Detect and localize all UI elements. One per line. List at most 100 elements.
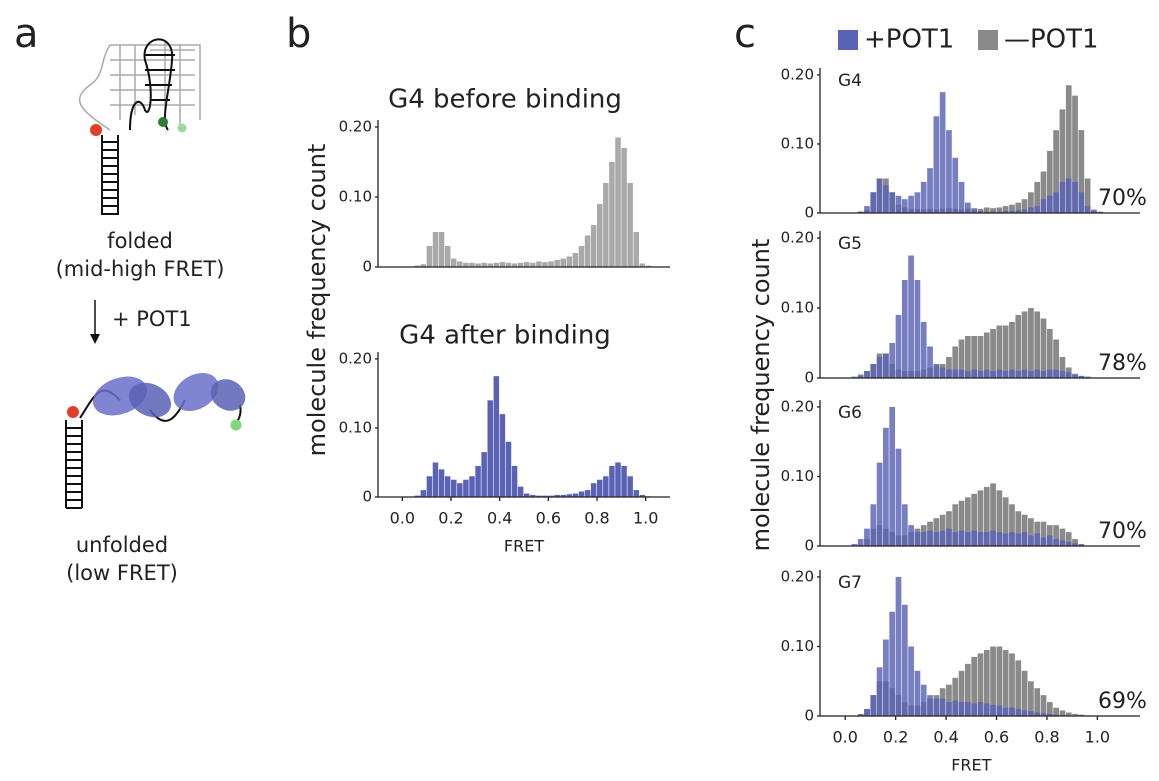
- bar: [983, 369, 990, 378]
- bar: [438, 232, 445, 267]
- bar: [1034, 206, 1041, 213]
- bar: [983, 332, 990, 378]
- y-tick-label: 0: [362, 258, 372, 276]
- bar: [952, 369, 959, 378]
- bar: [1009, 369, 1015, 378]
- bar: [870, 364, 877, 378]
- bar: [908, 255, 914, 378]
- bar: [895, 448, 902, 546]
- bar: [927, 168, 933, 213]
- bar: [1078, 192, 1085, 213]
- chart-title: G5: [838, 234, 862, 254]
- bar: [493, 262, 500, 267]
- bar: [965, 497, 971, 546]
- x-axis-label: FRET: [951, 756, 991, 775]
- bar: [977, 336, 984, 378]
- bar: [609, 162, 615, 267]
- bar: [920, 684, 927, 716]
- bar: [1078, 130, 1085, 213]
- bar: [590, 225, 597, 267]
- bar: [977, 702, 984, 716]
- bar: [1053, 192, 1059, 213]
- bar: [578, 491, 585, 497]
- bar: [901, 280, 908, 378]
- bar: [914, 192, 921, 213]
- bar: [958, 369, 965, 378]
- bar: [493, 376, 500, 497]
- bar: [420, 490, 427, 497]
- bar: [958, 530, 965, 546]
- bar: [572, 253, 579, 267]
- bar: [851, 376, 858, 378]
- bar: [977, 532, 984, 546]
- bar: [876, 178, 883, 213]
- panel-label: b: [286, 11, 311, 57]
- bar: [1053, 707, 1059, 716]
- bar: [1065, 178, 1072, 213]
- bar: [1072, 374, 1078, 378]
- bar: [990, 371, 996, 378]
- bar: [505, 262, 512, 267]
- x-axis-label: FRET: [504, 537, 544, 556]
- bar: [864, 528, 870, 546]
- bar: [933, 364, 940, 378]
- y-axis-label: molecule frequency count: [747, 239, 775, 552]
- diagram-label: folded: [107, 229, 173, 253]
- bar: [597, 479, 603, 497]
- y-tick-label: 0.20: [781, 229, 814, 247]
- diagram-label: + POT1: [112, 307, 192, 331]
- bar: [1015, 371, 1022, 378]
- bar: [475, 465, 481, 497]
- bar: [1078, 544, 1085, 546]
- bar: [971, 493, 978, 546]
- bar: [597, 204, 603, 267]
- bar: [1091, 210, 1097, 213]
- bar: [946, 528, 952, 546]
- bar: [914, 670, 921, 716]
- bar: [499, 262, 506, 267]
- bar: [639, 494, 646, 497]
- bar: [1015, 709, 1022, 716]
- bar: [952, 677, 959, 716]
- bar: [1040, 171, 1047, 213]
- bar: [1078, 714, 1085, 716]
- bar: [996, 207, 1003, 213]
- bar: [1053, 525, 1059, 546]
- bar: [876, 667, 883, 716]
- bar: [1002, 497, 1009, 546]
- x-tick-label: 0.2: [883, 728, 908, 747]
- bar: [1009, 653, 1015, 716]
- bar: [584, 490, 591, 497]
- y-tick-label: 0.20: [339, 118, 372, 136]
- y-tick-label: 0: [804, 204, 814, 222]
- bar: [1046, 195, 1053, 213]
- bar: [1059, 181, 1066, 213]
- bar: [1046, 369, 1053, 378]
- bar: [883, 427, 889, 546]
- bar: [1028, 207, 1034, 213]
- bar: [548, 261, 554, 267]
- bar: [432, 462, 439, 497]
- bar: [952, 504, 959, 546]
- bar: [965, 202, 971, 213]
- bar: [990, 646, 996, 716]
- bar: [1002, 210, 1009, 213]
- bar: [857, 211, 864, 213]
- x-tick-label: 1.0: [1085, 728, 1110, 747]
- x-tick-label: 0.6: [984, 728, 1009, 747]
- annotation: 70%: [1098, 519, 1147, 544]
- bar: [971, 369, 978, 378]
- y-tick-label: 0.20: [781, 65, 814, 83]
- bar: [1002, 206, 1009, 213]
- bar: [451, 479, 457, 497]
- bar: [927, 346, 933, 378]
- bar: [1053, 539, 1059, 546]
- bar: [609, 465, 615, 497]
- bar: [1072, 95, 1078, 213]
- bar: [524, 493, 530, 497]
- bar: [914, 532, 921, 546]
- bar: [1002, 325, 1009, 378]
- bar: [864, 709, 870, 716]
- bar: [1034, 533, 1041, 546]
- bar: [481, 452, 487, 497]
